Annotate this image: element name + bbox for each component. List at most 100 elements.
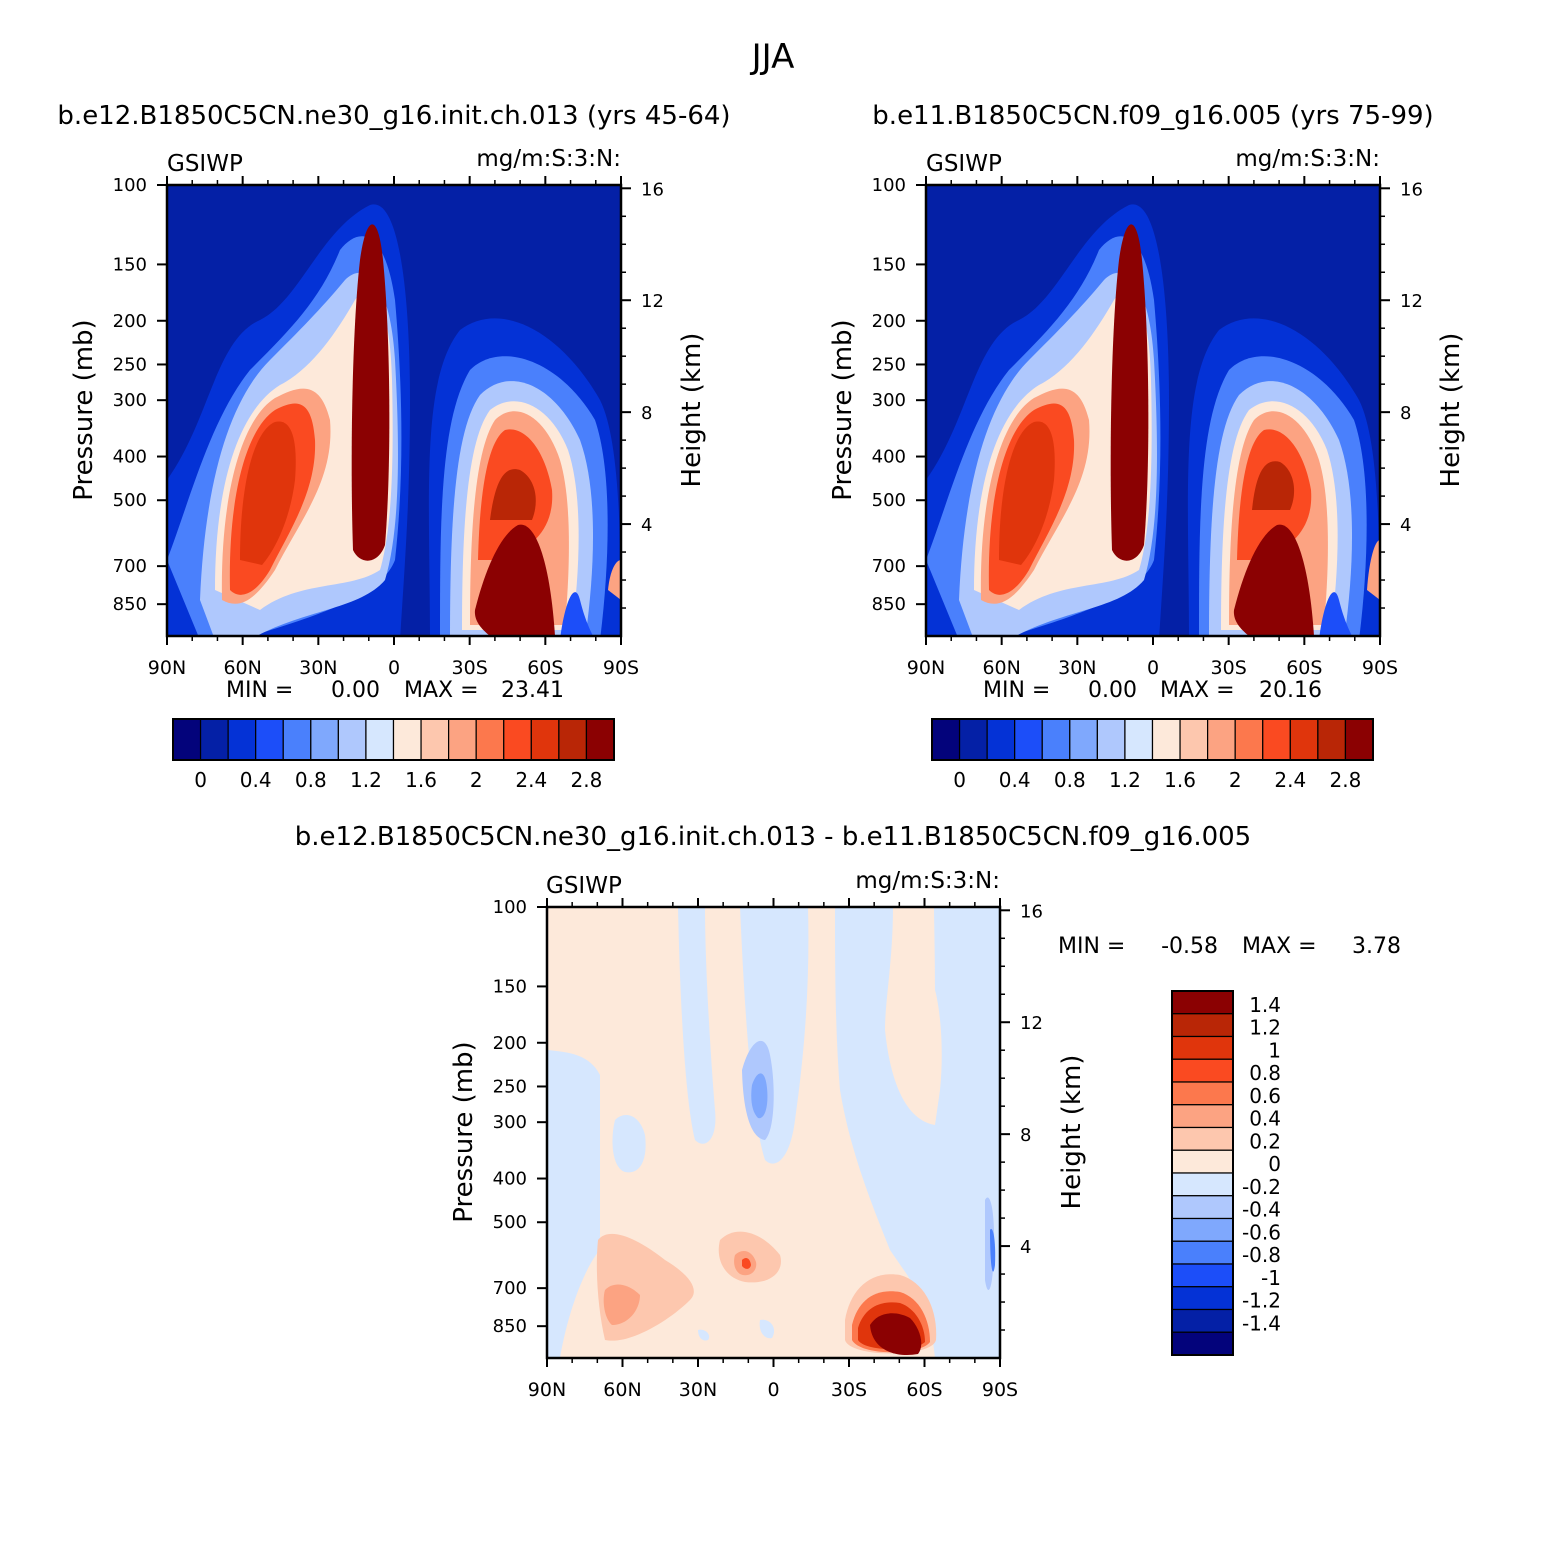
colorbar-swatch (1171, 1263, 1234, 1288)
colorbar-swatch (448, 718, 477, 761)
colorbar-label: -0.6 (1242, 1220, 1281, 1244)
colorbar-swatch (530, 718, 560, 761)
panel-1-y2label: Height (km) (677, 333, 707, 488)
panel-2-y-tick-label: 500 (872, 490, 906, 511)
panel-2-max-value: 20.16 (1259, 678, 1322, 703)
colorbar-swatch (1289, 718, 1319, 761)
colorbar-label: -0.8 (1242, 1243, 1281, 1267)
colorbar-label: -0.4 (1242, 1198, 1281, 1222)
colorbar-swatch (1344, 718, 1374, 761)
colorbar-swatch (1096, 718, 1126, 761)
colorbar-swatch (337, 718, 367, 761)
colorbar-label: 0 (1268, 1152, 1281, 1176)
panel-1-units-label: mg/m:S:3:N: (476, 146, 621, 172)
panel-3-y-tick-label: 250 (493, 1076, 527, 1097)
panel-1-min-value: 0.00 (331, 678, 380, 703)
panel-1-colorbar: 0 0.4 0.8 1.2 1.6 2 2.4 2.8 (172, 718, 615, 792)
colorbar-label: 0.2 (1249, 1129, 1281, 1153)
panel-2-x-tick-label: 30N (1058, 657, 1096, 679)
panel-2-y-tick-label: 400 (872, 447, 906, 468)
colorbar-label: 0 (194, 768, 207, 792)
panel-3-y2-tick-label: 12 (1020, 1013, 1043, 1034)
colorbar-label: 1.2 (1249, 1016, 1281, 1040)
panel-1-y-tick-label: 400 (113, 447, 147, 468)
panel-3-y-tick-label: 150 (493, 976, 527, 997)
panel-3-variable-label: GSIWP (546, 873, 622, 899)
panel-3-y-tick-label: 400 (493, 1169, 527, 1190)
colorbar-swatch (1151, 718, 1181, 761)
colorbar-label: -0.2 (1242, 1175, 1281, 1199)
panel-2-units-label: mg/m:S:3:N: (1235, 146, 1380, 172)
panel-1-max-value: 23.41 (501, 678, 564, 703)
colorbar-label: 2.4 (515, 768, 547, 792)
panel-3-y2label: Height (km) (1057, 1055, 1087, 1210)
colorbar-swatch (282, 718, 312, 761)
panel-1-x-tick-label: 60S (527, 657, 563, 679)
panel-3-field (547, 907, 1000, 1358)
panel-2-x-tick-label: 0 (1147, 657, 1159, 679)
colorbar-swatch (1171, 1240, 1234, 1265)
panel-1-x-tick-label: 60N (223, 657, 261, 679)
panel-3-y-tick-label: 700 (493, 1278, 527, 1299)
panel-2-y2-tick-label: 16 (1400, 179, 1423, 200)
panel-2-x-tick-label: 90N (907, 657, 945, 679)
colorbar-label: 0.4 (1249, 1107, 1281, 1131)
panel-1-y2-tick-label: 16 (641, 179, 664, 200)
panel-3: b.e12.B1850C5CN.ne30_g16.init.ch.013 - b… (295, 822, 1401, 1401)
colorbar-swatch (1171, 1217, 1234, 1242)
colorbar-swatch (1171, 1286, 1234, 1311)
panel-2-y-tick-label: 850 (872, 594, 906, 615)
colorbar-swatch (1069, 718, 1098, 761)
colorbar-swatch (1171, 1331, 1234, 1356)
panel-1-x-tick-label: 30N (299, 657, 337, 679)
panel-3-x-tick-label: 30S (831, 1379, 867, 1401)
colorbar-swatch (1014, 718, 1043, 761)
colorbar-swatch (1171, 1035, 1234, 1060)
colorbar-label: 2.8 (571, 768, 603, 792)
panel-2-y-tick-label: 100 (872, 175, 906, 196)
colorbar-label: 2 (470, 768, 483, 792)
panel-1-title: b.e12.B1850C5CN.ne30_g16.init.ch.013 (yr… (57, 101, 730, 131)
panel-1-y-tick-label: 300 (113, 390, 147, 411)
colorbar-swatch (1171, 1013, 1234, 1038)
colorbar-swatch (310, 718, 339, 761)
colorbar-label: 0.8 (1249, 1061, 1281, 1085)
panel-2-y-tick-label: 200 (872, 311, 906, 332)
panel-1-y-tick-label: 850 (113, 594, 147, 615)
colorbar-swatch (172, 718, 202, 761)
panel-1-y-tick-label: 700 (113, 556, 147, 577)
panel-2-min-label: MIN = (983, 678, 1050, 703)
colorbar-swatch (585, 718, 615, 761)
panel-3-y-tick-label: 300 (493, 1112, 527, 1133)
panel-3-y2-tick-label: 16 (1020, 901, 1043, 922)
colorbar-swatch (365, 718, 395, 761)
colorbar-swatch (1171, 1104, 1234, 1129)
panel-3-x-tick-label: 60N (603, 1379, 641, 1401)
panel-1-x-tick-label: 90N (148, 657, 186, 679)
panel-3-min-value: -0.58 (1161, 934, 1218, 959)
panel-2-title: b.e11.B1850C5CN.f09_g16.005 (yrs 75-99) (872, 101, 1433, 131)
panel-2-x-tick-label: 30S (1211, 657, 1247, 679)
colorbar-swatch (1171, 1126, 1234, 1151)
panel-1-max-label: MAX = (404, 678, 479, 703)
colorbar-label: 0 (953, 768, 966, 792)
colorbar-swatch (1234, 718, 1264, 761)
colorbar-swatch (1207, 718, 1236, 761)
colorbar-label: 1.2 (350, 768, 382, 792)
colorbar-label: 1 (1268, 1038, 1281, 1062)
panel-2-ylabel: Pressure (mb) (828, 319, 858, 500)
panel-1-y-tick-label: 150 (113, 254, 147, 275)
panel-2-x-tick-label: 60N (982, 657, 1020, 679)
colorbar-swatch (199, 718, 229, 761)
panel-2-y-tick-label: 250 (872, 354, 906, 375)
panel-2-variable-label: GSIWP (926, 151, 1002, 177)
panel-1-y-tick-label: 500 (113, 490, 147, 511)
colorbar-swatch (227, 718, 257, 761)
panel-2-x-tick-label: 90S (1362, 657, 1398, 679)
panel-3-max-label: MAX = (1242, 934, 1317, 959)
panel-3-units-label: mg/m:S:3:N: (855, 868, 1000, 894)
panel-1-y-tick-label: 100 (113, 175, 147, 196)
panel-2-field (926, 185, 1380, 636)
panel-1-y2-tick-label: 8 (641, 403, 652, 424)
colorbar-swatch (1171, 990, 1234, 1015)
